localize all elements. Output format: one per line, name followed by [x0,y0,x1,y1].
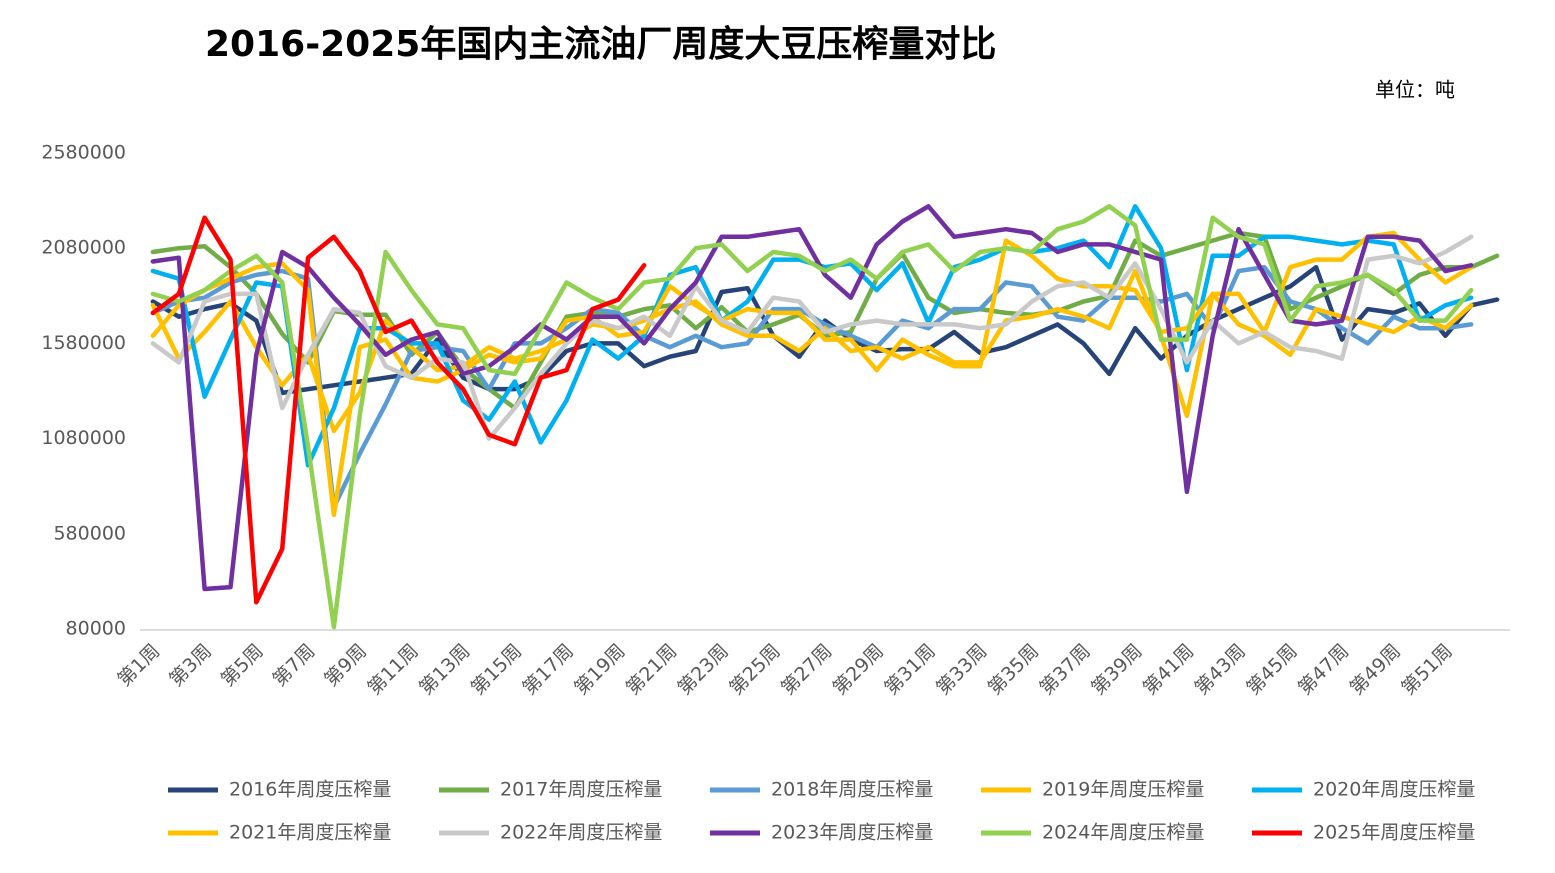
legend-label: 2020年周度压榨量 [1313,779,1475,801]
legend-label: 2021年周度压榨量 [229,822,391,844]
chart-title: 2016-2025年国内主流油厂周度大豆压榨量对比 [205,23,996,65]
y-tick-label: 1080000 [41,427,126,449]
y-tick-label: 2080000 [41,237,126,259]
y-tick-label: 80000 [66,618,126,640]
legend-label: 2025年周度压榨量 [1313,822,1475,844]
legend-label: 2017年周度压榨量 [500,779,662,801]
unit-note: 单位：吨 [1375,78,1455,102]
legend-label: 2022年周度压榨量 [500,822,662,844]
legend-label: 2018年周度压榨量 [771,779,933,801]
series-line [150,268,1474,434]
legend-label: 2016年周度压榨量 [229,779,391,801]
legend-label: 2019年周度压榨量 [1042,779,1204,801]
series-line [150,215,647,605]
legend-label: 2024年周度压榨量 [1042,822,1204,844]
y-tick-label: 1580000 [41,332,126,354]
legend-label: 2023年周度压榨量 [771,822,933,844]
series-line [150,204,1474,630]
y-tick-label: 580000 [53,522,126,544]
y-tick-label: 2580000 [41,142,126,164]
